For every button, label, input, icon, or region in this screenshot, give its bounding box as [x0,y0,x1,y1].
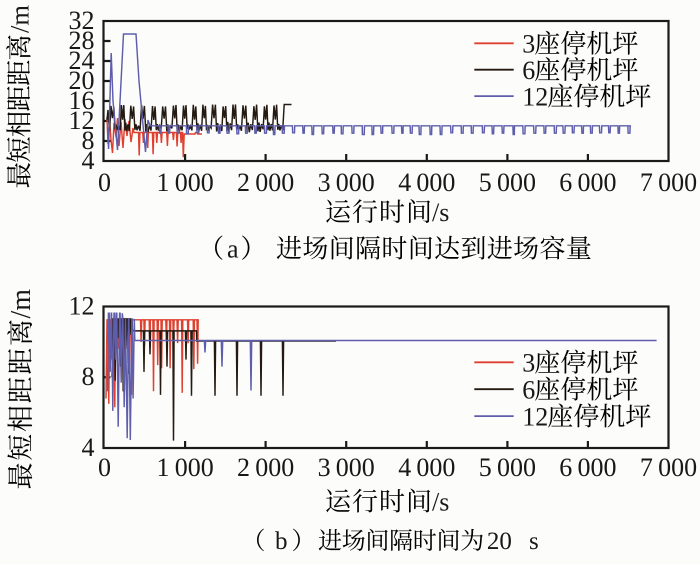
svg-text:4 000: 4 000 [398,453,455,482]
svg-text:/s: /s [432,488,449,517]
svg-text:6 000: 6 000 [559,453,616,482]
svg-text:2 000: 2 000 [237,168,294,197]
svg-text:/s: /s [432,198,449,227]
svg-text:/m: /m [6,289,37,319]
svg-text:s: s [529,528,539,555]
svg-text:b: b [275,528,288,555]
svg-text:12: 12 [69,106,95,135]
svg-text:1 000: 1 000 [156,168,213,197]
svg-text:32: 32 [69,6,95,35]
svg-text:28: 28 [69,26,95,55]
svg-text:6: 6 [522,56,535,85]
svg-text:0: 0 [98,168,111,197]
svg-text:8: 8 [82,362,95,391]
svg-text:1 000: 1 000 [156,453,213,482]
svg-text:3: 3 [522,30,535,59]
svg-text:3 000: 3 000 [318,453,375,482]
svg-text:20: 20 [69,66,95,95]
svg-text:6 000: 6 000 [559,168,616,197]
svg-text:16: 16 [69,86,95,115]
svg-text:5 000: 5 000 [479,453,536,482]
svg-text:8: 8 [82,126,95,155]
svg-text:5 000: 5 000 [479,168,536,197]
svg-text:12: 12 [522,402,548,431]
svg-text:4: 4 [82,146,95,175]
svg-text:3 000: 3 000 [318,168,375,197]
svg-text:7 000: 7 000 [640,453,697,482]
svg-text:24: 24 [69,46,95,75]
svg-text:2 000: 2 000 [237,453,294,482]
svg-text:3: 3 [522,349,535,378]
svg-text:12: 12 [522,82,548,111]
svg-text:4 000: 4 000 [398,168,455,197]
svg-text:7 000: 7 000 [640,168,697,197]
svg-text:a: a [227,235,239,264]
svg-text:4: 4 [82,433,95,462]
svg-text:20: 20 [487,528,512,555]
svg-text:/m: /m [5,5,35,33]
svg-text:6: 6 [522,376,535,405]
svg-text:0: 0 [98,453,111,482]
svg-text:12: 12 [69,292,95,321]
